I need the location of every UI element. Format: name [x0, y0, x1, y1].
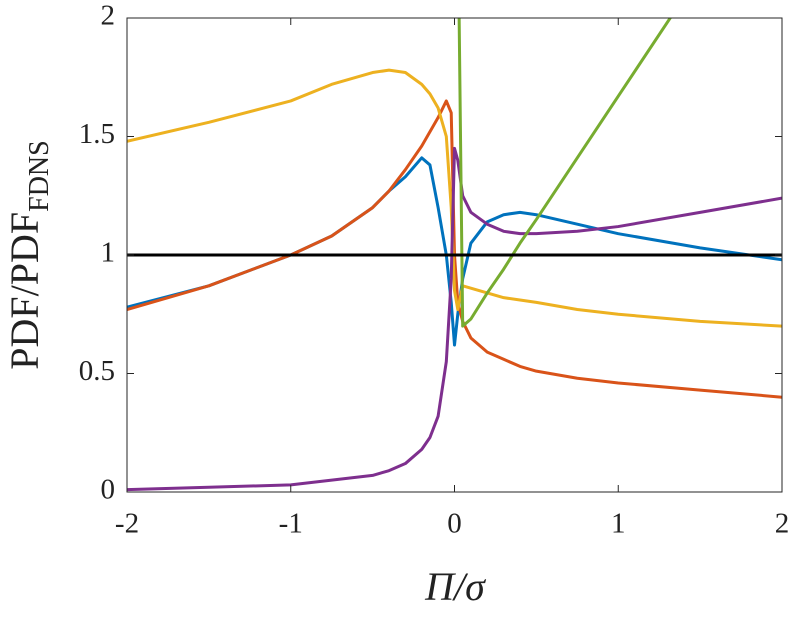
y-tick-label: 0	[101, 474, 116, 506]
y-tick-label: 1	[101, 237, 116, 269]
x-tick-label: 2	[775, 508, 790, 540]
y-tick-label: 0.5	[79, 355, 115, 387]
x-tick-label: -2	[115, 508, 139, 540]
series-line	[127, 146, 782, 492]
x-tick-label: 1	[611, 508, 626, 540]
series-line	[457, 18, 673, 328]
series-line	[127, 99, 782, 399]
y-axis-label-main: PDF/PDF	[2, 212, 47, 370]
y-axis-label: PDF/PDFFDNS	[2, 140, 55, 369]
y-tick-label: 2	[101, 0, 116, 32]
y-tick-label: 1.5	[79, 118, 115, 150]
y-axis-label-sub: FDNS	[24, 140, 55, 212]
x-tick-label: 0	[447, 508, 462, 540]
plot-area	[127, 18, 782, 492]
x-axis-label: Π/σ	[424, 564, 486, 609]
x-tick-label: -1	[279, 508, 303, 540]
